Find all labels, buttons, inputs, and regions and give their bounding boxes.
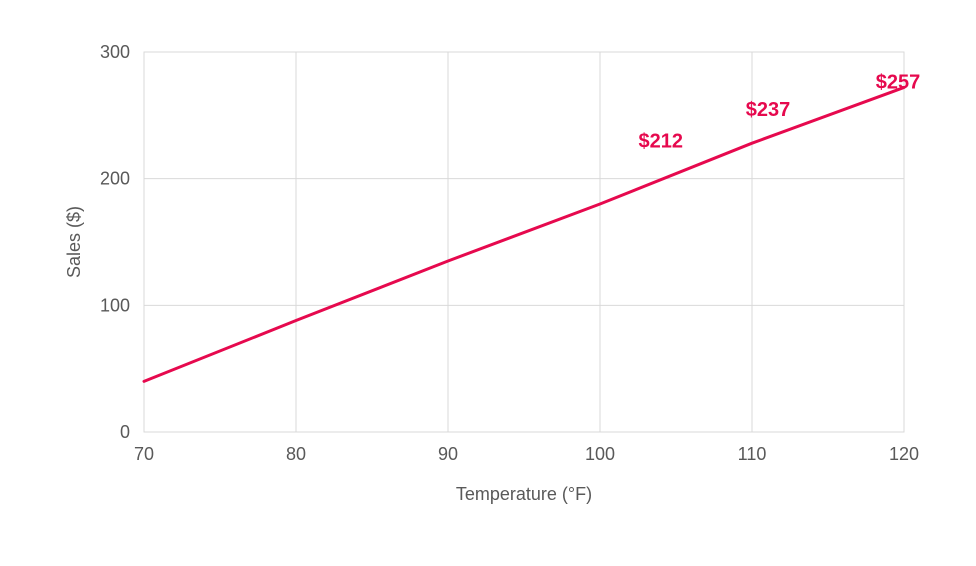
series-line (144, 87, 904, 381)
y-tick-labels: 0 100 200 300 (100, 42, 130, 442)
x-axis-title: Temperature (°F) (456, 484, 592, 504)
y-tick-label: 300 (100, 42, 130, 62)
line-chart: 708090100110120 0100200300 $212$237$257 … (0, 0, 976, 566)
y-tick-label: 100 (100, 295, 130, 315)
y-axis-title: Sales ($) (64, 206, 84, 278)
x-tick-label: 100 (585, 444, 615, 464)
data-label: $237 (746, 99, 791, 121)
x-tick-label: 70 (134, 444, 154, 464)
y-tick-label: 200 (100, 169, 130, 189)
x-tick-label: 110 (738, 444, 767, 464)
data-label: $212 (639, 130, 684, 152)
x-tick-label: 120 (889, 444, 919, 464)
x-tick-labels: 70 80 90 100 110 120 (134, 444, 919, 464)
chart-svg: 708090100110120 0100200300 $212$237$257 … (0, 0, 976, 566)
data-labels: $212 $237 $257 (639, 71, 921, 152)
data-label: $257 (876, 71, 921, 93)
x-tick-label: 80 (286, 444, 306, 464)
x-tick-label: 90 (438, 444, 458, 464)
y-tick-label: 0 (120, 422, 130, 442)
